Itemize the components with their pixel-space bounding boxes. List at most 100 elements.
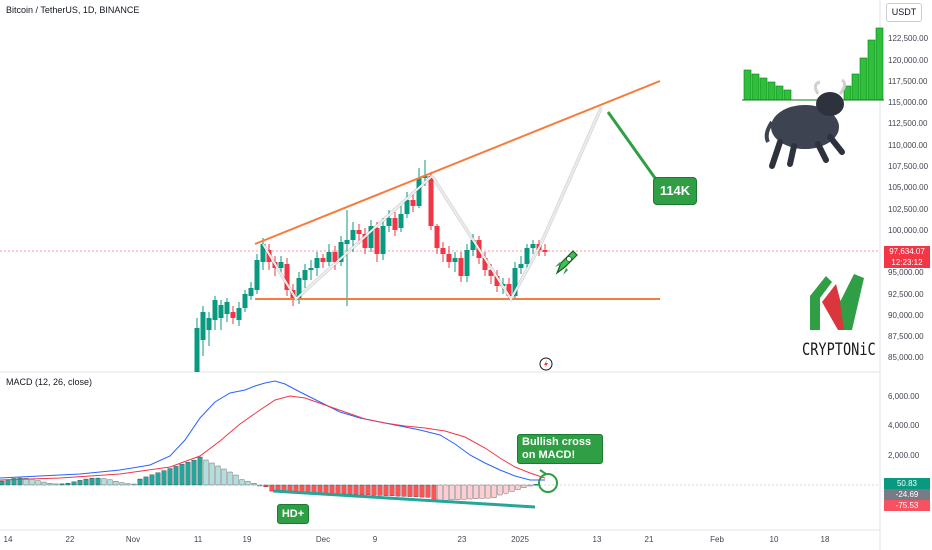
price-axis-tick: 100,000.00 xyxy=(888,226,929,235)
histogram-bar xyxy=(185,462,191,486)
time-axis-tick: 18 xyxy=(820,535,830,544)
green-bar xyxy=(851,73,860,101)
histogram-bar xyxy=(119,482,125,486)
candle-body xyxy=(368,226,374,248)
candle-body xyxy=(320,258,326,262)
candle-body xyxy=(200,312,206,340)
histogram-bar xyxy=(317,484,323,494)
histogram-bar xyxy=(95,477,101,486)
divergence-line xyxy=(272,489,536,509)
candle-body xyxy=(422,176,428,178)
candle-body xyxy=(278,262,284,268)
histogram-bar xyxy=(353,484,359,495)
histogram-bar xyxy=(203,459,209,486)
histogram-bar xyxy=(125,483,131,486)
signal-line xyxy=(0,395,546,481)
candle-body xyxy=(440,248,446,254)
upper-trendline xyxy=(254,80,661,245)
candle-body xyxy=(212,300,218,320)
cross-pointer xyxy=(539,469,547,475)
histogram-bar xyxy=(77,480,83,486)
lightning-icon[interactable] xyxy=(539,357,553,371)
histogram-bar xyxy=(431,484,437,501)
candle-body xyxy=(284,264,290,290)
candle-body xyxy=(434,226,440,248)
candle-body xyxy=(464,250,470,276)
histogram-bar xyxy=(359,484,365,495)
histogram-bar xyxy=(101,478,107,486)
histogram-bar xyxy=(113,481,119,486)
histogram-bar xyxy=(161,470,167,486)
time-axis-tick: Feb xyxy=(710,535,724,544)
time-axis-tick: 13 xyxy=(592,535,602,544)
bull-icon xyxy=(764,78,847,169)
candle-body xyxy=(398,214,404,228)
candle-body xyxy=(452,258,458,262)
green-bar xyxy=(775,85,784,101)
price-axis-tick: 92,500.00 xyxy=(888,290,924,299)
candle-body xyxy=(236,308,242,320)
macd-histogram xyxy=(0,456,539,501)
cross-circle xyxy=(538,473,558,493)
pattern-path-outline xyxy=(262,107,602,300)
time-axis-tick: 22 xyxy=(65,535,75,544)
candle-body xyxy=(338,242,344,262)
macd-legend-title[interactable]: MACD (12, 26, close) xyxy=(6,377,93,387)
time-axis-tick: 11 xyxy=(193,535,203,544)
candle-body xyxy=(326,252,332,262)
candle-body xyxy=(524,248,530,264)
histogram-bar xyxy=(263,484,269,487)
macd-scale-tick: 2,000.00 xyxy=(888,451,920,460)
histogram-bar xyxy=(53,483,59,486)
histogram-bar xyxy=(5,479,11,486)
histogram-bar xyxy=(65,482,71,486)
candle-body xyxy=(344,240,350,244)
histogram-bar xyxy=(407,484,413,497)
time-axis-tick: 9 xyxy=(372,535,378,544)
price-axis-tick: 115,000.00 xyxy=(888,98,928,107)
green-bars-icon xyxy=(742,27,884,101)
histogram-bar xyxy=(491,484,497,498)
histogram-bar xyxy=(401,484,407,497)
price-axis-tick: 87,500.00 xyxy=(888,332,924,341)
histogram-bar xyxy=(329,484,335,494)
histogram-bar xyxy=(11,478,17,486)
histogram-bar xyxy=(245,481,251,486)
histogram-bar xyxy=(167,468,173,486)
histogram-bar xyxy=(413,484,419,497)
time-axis-tick: 10 xyxy=(769,535,779,544)
candle-body xyxy=(494,276,500,286)
hidden-divergence-label: HD+ xyxy=(277,504,309,524)
candlestick-series xyxy=(194,160,548,372)
histogram-bar xyxy=(443,484,449,501)
candle-body xyxy=(416,178,422,206)
macd-line xyxy=(0,380,545,481)
candle-body xyxy=(356,230,362,234)
histogram-bar xyxy=(269,484,275,492)
histogram-bar xyxy=(473,484,479,499)
histogram-bar xyxy=(509,484,515,492)
currency-button[interactable]: USDT xyxy=(886,3,922,22)
histogram-bar xyxy=(107,479,113,486)
green-bar xyxy=(751,73,760,101)
histogram-bar xyxy=(131,483,137,486)
histogram-bar xyxy=(41,481,47,486)
green-bar xyxy=(867,39,876,101)
target-arrow xyxy=(606,111,657,179)
histogram-bar xyxy=(323,484,329,494)
histogram-bar xyxy=(479,484,485,499)
last-price-tag: 97,634.07 xyxy=(884,246,930,257)
bar-countdown-tag: 12:23:12 xyxy=(884,257,930,268)
time-axis-tick: 2025 xyxy=(511,535,529,544)
candle-body xyxy=(230,312,236,318)
histogram-bar xyxy=(137,478,143,486)
price-axis-tick: 95,000.00 xyxy=(888,268,924,277)
histogram-bar xyxy=(389,484,395,497)
candle-body xyxy=(458,258,464,276)
candle-body xyxy=(296,278,302,300)
histogram-bar xyxy=(239,479,245,486)
candle-body xyxy=(314,258,320,268)
histogram-bar xyxy=(341,484,347,495)
macd-scale-tick: 4,000.00 xyxy=(888,421,920,430)
